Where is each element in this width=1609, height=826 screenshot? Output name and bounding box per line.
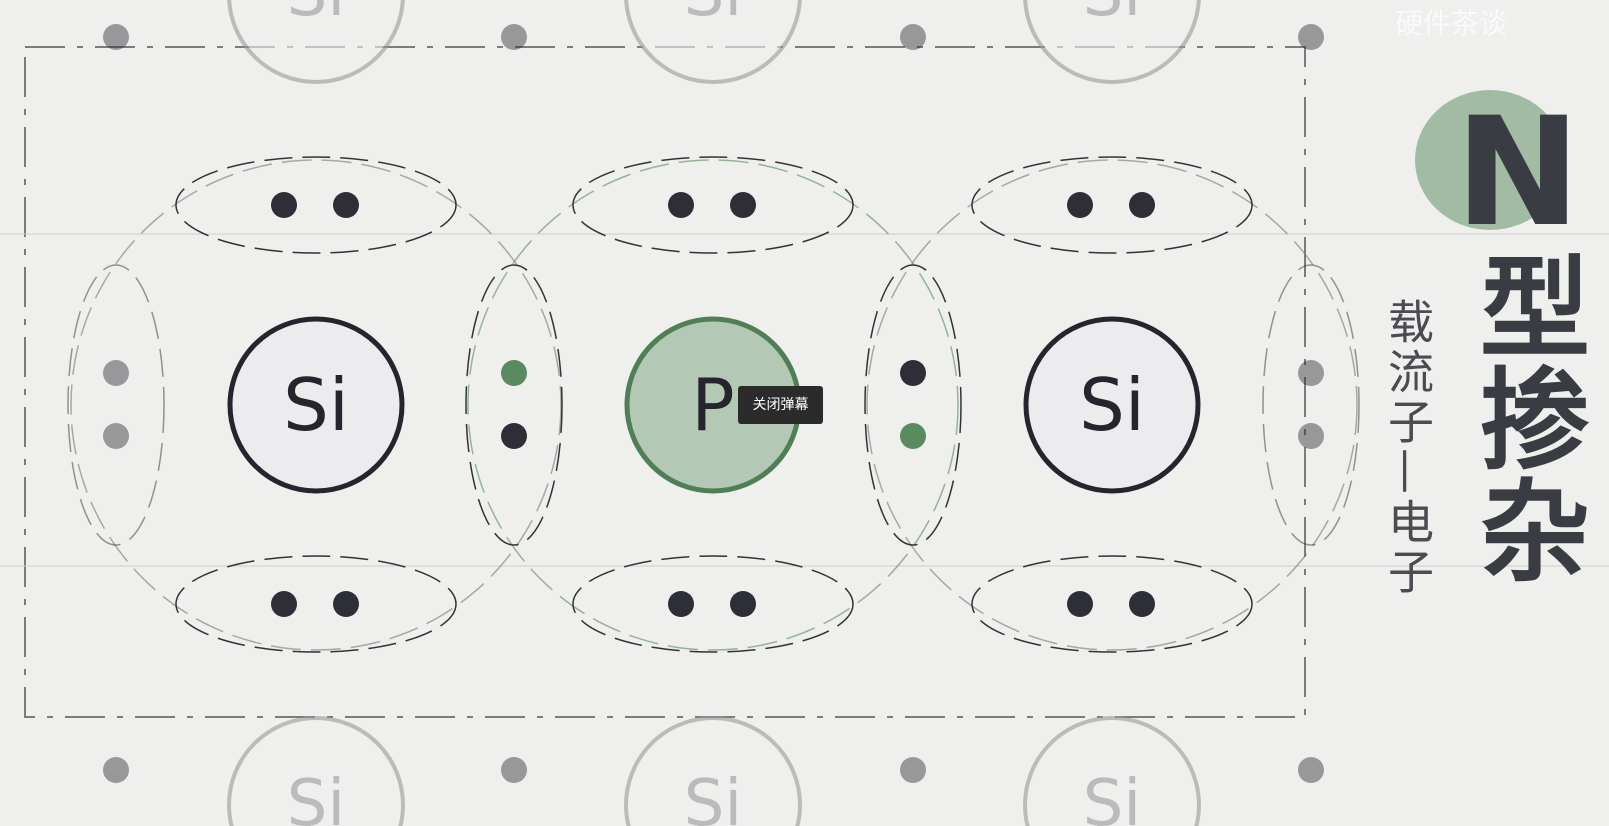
faded-atom-label: Si <box>684 767 742 826</box>
electron <box>668 591 694 617</box>
orbit <box>467 159 959 651</box>
tooltip[interactable]: 关闭弹幕 <box>738 386 823 424</box>
faded-atom-label: Si <box>1083 0 1141 31</box>
electron <box>501 757 527 783</box>
electron <box>1129 591 1155 617</box>
subtitle: 载流子—电子 <box>1381 298 1435 598</box>
electron <box>501 360 527 386</box>
faded-atom <box>624 716 802 826</box>
bond <box>971 555 1253 653</box>
bond <box>465 264 563 546</box>
atom <box>227 316 405 494</box>
electron <box>1129 192 1155 218</box>
orbit <box>866 159 1358 651</box>
faded-atom-label: Si <box>684 0 742 31</box>
electron <box>900 757 926 783</box>
faded-atom-label: Si <box>287 0 345 31</box>
bond <box>175 555 457 653</box>
electron <box>1067 192 1093 218</box>
faded-atom-label: Si <box>1083 767 1141 826</box>
electron <box>900 423 926 449</box>
bond <box>175 156 457 254</box>
electron <box>271 192 297 218</box>
electron <box>1298 24 1324 50</box>
electron <box>1298 757 1324 783</box>
electron <box>1067 591 1093 617</box>
bond <box>67 264 165 546</box>
electron <box>271 591 297 617</box>
electron <box>900 360 926 386</box>
watermark: 硬件茶谈 <box>1395 7 1508 40</box>
electron <box>333 591 359 617</box>
faded-atom-label: Si <box>287 767 345 826</box>
electron <box>900 24 926 50</box>
electron <box>103 423 129 449</box>
title-letter: N <box>1455 86 1581 260</box>
bond <box>1262 264 1360 546</box>
electron <box>1298 423 1324 449</box>
bond <box>971 156 1253 254</box>
electron <box>668 192 694 218</box>
faded-atom <box>1023 0 1201 84</box>
atom-label: P <box>691 363 734 447</box>
electron <box>103 360 129 386</box>
orbit <box>70 159 562 651</box>
atom <box>1023 316 1201 494</box>
electron <box>103 24 129 50</box>
electron <box>501 24 527 50</box>
bond <box>572 555 854 653</box>
electron <box>333 192 359 218</box>
electron <box>501 423 527 449</box>
electron <box>1298 360 1324 386</box>
electron <box>730 192 756 218</box>
faded-atom <box>227 716 405 826</box>
ink-blob <box>1415 90 1565 230</box>
title: 型掺杂 <box>1461 250 1589 586</box>
electron <box>103 757 129 783</box>
faded-atom <box>227 0 405 84</box>
atom-label: Si <box>283 363 349 447</box>
bond <box>864 264 962 546</box>
atom-label: Si <box>1079 363 1145 447</box>
electron <box>730 591 756 617</box>
faded-atom <box>1023 716 1201 826</box>
bond <box>572 156 854 254</box>
faded-atom <box>624 0 802 84</box>
